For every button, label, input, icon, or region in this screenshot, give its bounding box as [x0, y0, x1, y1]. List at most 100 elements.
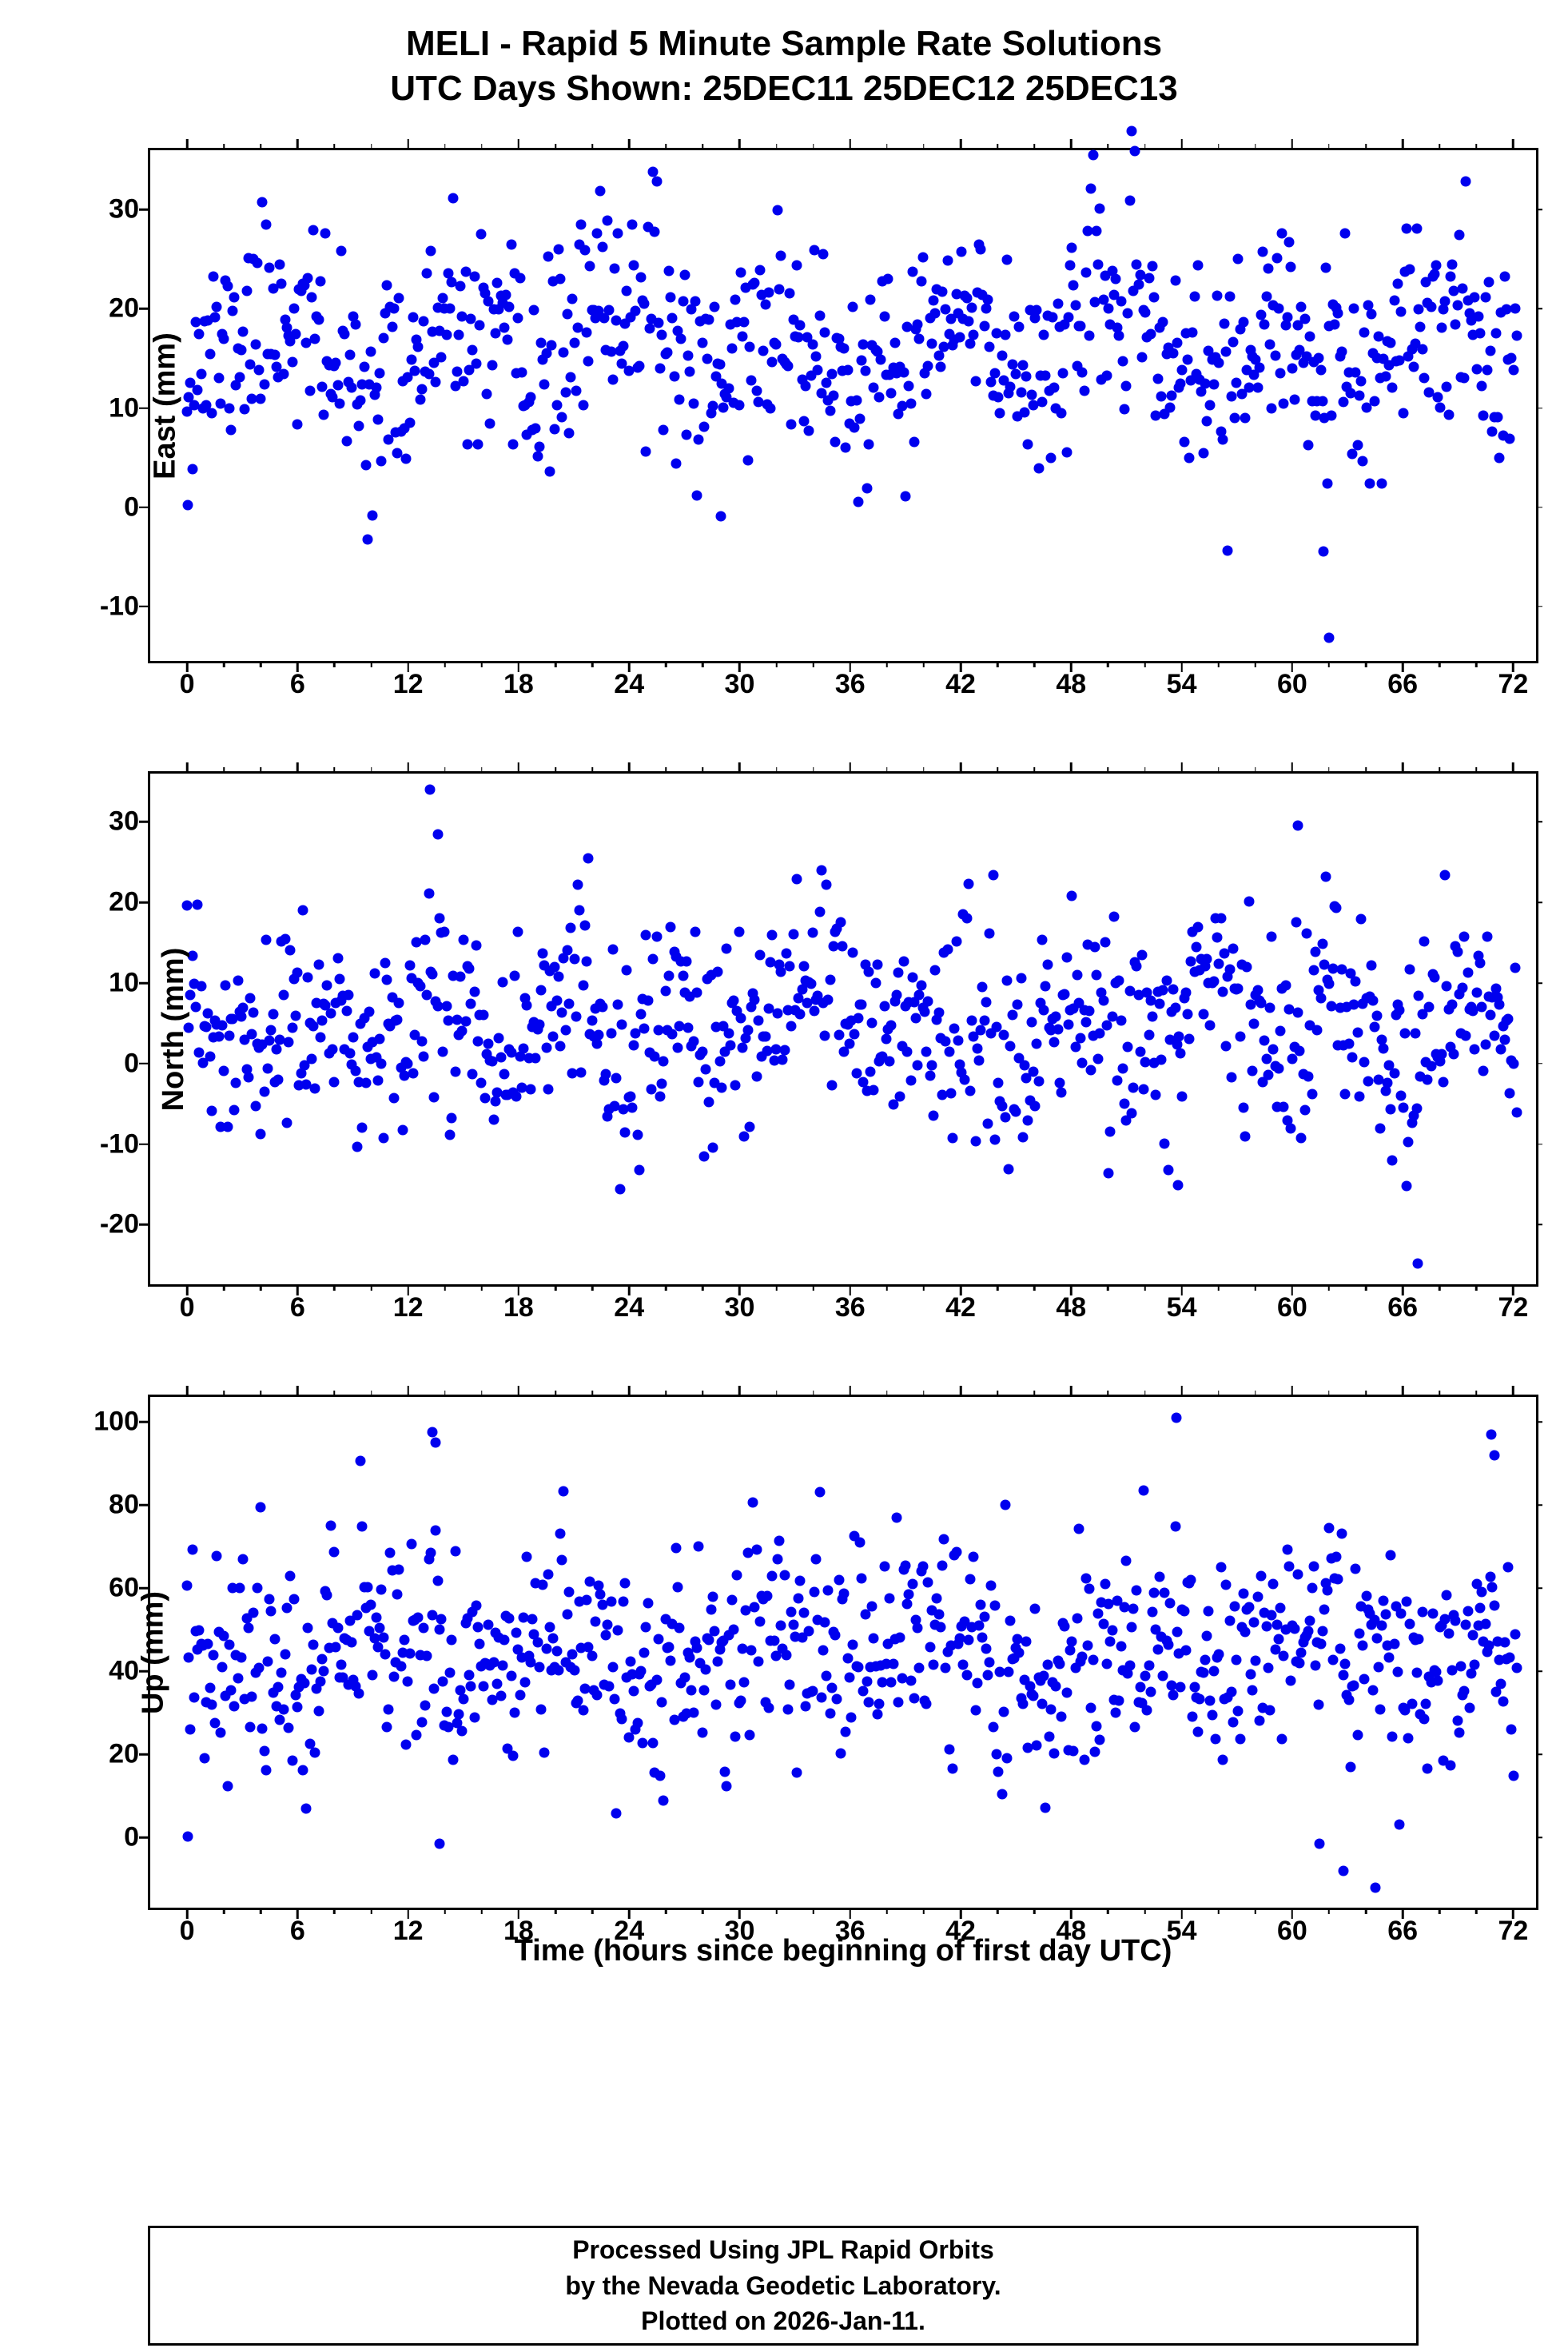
- data-point[interactable]: [1084, 1583, 1095, 1594]
- data-point[interactable]: [303, 973, 313, 983]
- data-point[interactable]: [1104, 1168, 1114, 1178]
- data-point[interactable]: [1168, 984, 1179, 994]
- data-point[interactable]: [666, 922, 676, 933]
- data-point[interactable]: [844, 1039, 854, 1049]
- data-point[interactable]: [228, 305, 238, 316]
- data-point[interactable]: [860, 365, 870, 376]
- data-point[interactable]: [694, 434, 704, 444]
- data-point[interactable]: [1216, 913, 1226, 923]
- data-point[interactable]: [1315, 993, 1326, 1003]
- data-point[interactable]: [1339, 397, 1349, 408]
- data-point[interactable]: [196, 981, 206, 991]
- data-point[interactable]: [1114, 975, 1124, 985]
- data-point[interactable]: [1343, 1695, 1354, 1705]
- data-point[interactable]: [1023, 1116, 1033, 1126]
- data-point[interactable]: [754, 265, 765, 276]
- data-point[interactable]: [1367, 308, 1377, 319]
- data-point[interactable]: [306, 1053, 316, 1064]
- data-point[interactable]: [257, 1723, 268, 1733]
- data-point[interactable]: [1014, 1648, 1025, 1658]
- data-point[interactable]: [388, 1671, 399, 1681]
- data-point[interactable]: [692, 1643, 702, 1654]
- data-point[interactable]: [1315, 1639, 1326, 1650]
- data-point[interactable]: [243, 1073, 253, 1083]
- data-point[interactable]: [885, 1056, 895, 1066]
- data-point[interactable]: [1208, 976, 1219, 986]
- data-point[interactable]: [1217, 986, 1228, 997]
- data-point[interactable]: [678, 971, 688, 981]
- data-point[interactable]: [1336, 1529, 1347, 1539]
- data-point[interactable]: [688, 1708, 698, 1718]
- data-point[interactable]: [368, 1669, 378, 1680]
- data-point[interactable]: [229, 1105, 240, 1116]
- data-point[interactable]: [453, 329, 464, 340]
- data-point[interactable]: [273, 1682, 284, 1693]
- data-point[interactable]: [900, 491, 910, 501]
- data-point[interactable]: [905, 398, 916, 408]
- data-point[interactable]: [1303, 1071, 1314, 1081]
- data-point[interactable]: [515, 1689, 525, 1700]
- data-point[interactable]: [1176, 379, 1186, 389]
- data-point[interactable]: [874, 1698, 885, 1709]
- data-point[interactable]: [1136, 949, 1147, 960]
- data-point[interactable]: [694, 1541, 704, 1551]
- data-point[interactable]: [1401, 224, 1411, 234]
- data-point[interactable]: [557, 1554, 567, 1565]
- data-point[interactable]: [1126, 1622, 1136, 1632]
- data-point[interactable]: [1412, 224, 1423, 234]
- data-point[interactable]: [788, 929, 798, 940]
- data-point[interactable]: [1299, 1105, 1310, 1116]
- data-point[interactable]: [643, 1598, 653, 1608]
- data-point[interactable]: [1028, 1691, 1038, 1701]
- data-point[interactable]: [206, 408, 217, 419]
- data-point[interactable]: [848, 1640, 858, 1650]
- data-point[interactable]: [998, 1029, 1009, 1040]
- data-point[interactable]: [869, 1084, 879, 1095]
- data-point[interactable]: [434, 913, 444, 924]
- data-point[interactable]: [613, 1000, 623, 1010]
- data-point[interactable]: [1279, 399, 1289, 409]
- data-point[interactable]: [725, 1040, 735, 1050]
- data-point[interactable]: [781, 1650, 791, 1661]
- data-point[interactable]: [1384, 1652, 1395, 1662]
- data-point[interactable]: [434, 1839, 444, 1849]
- data-point[interactable]: [876, 355, 886, 365]
- data-point[interactable]: [961, 293, 972, 303]
- data-point[interactable]: [738, 1043, 748, 1053]
- data-point[interactable]: [785, 1680, 795, 1690]
- data-point[interactable]: [1091, 225, 1101, 236]
- data-point[interactable]: [1424, 1002, 1435, 1013]
- data-point[interactable]: [1431, 260, 1442, 270]
- data-point[interactable]: [1002, 975, 1013, 985]
- data-point[interactable]: [362, 1582, 372, 1592]
- data-point[interactable]: [1352, 1027, 1363, 1037]
- data-point[interactable]: [1405, 965, 1415, 975]
- data-point[interactable]: [1482, 932, 1492, 942]
- data-point[interactable]: [1100, 1578, 1110, 1589]
- data-point[interactable]: [1489, 1601, 1499, 1611]
- data-point[interactable]: [989, 1135, 1000, 1145]
- data-point[interactable]: [287, 1755, 297, 1765]
- data-point[interactable]: [1067, 890, 1077, 901]
- data-point[interactable]: [396, 1662, 406, 1672]
- data-point[interactable]: [1020, 408, 1030, 418]
- data-point[interactable]: [315, 1676, 325, 1686]
- data-point[interactable]: [734, 926, 744, 937]
- data-point[interactable]: [1358, 1640, 1368, 1650]
- data-point[interactable]: [1026, 1017, 1037, 1027]
- data-point[interactable]: [751, 1545, 762, 1555]
- data-point[interactable]: [538, 1579, 548, 1590]
- data-point[interactable]: [1251, 1656, 1261, 1666]
- data-point[interactable]: [341, 436, 352, 446]
- data-point[interactable]: [366, 1600, 376, 1610]
- data-point[interactable]: [356, 395, 366, 405]
- data-point[interactable]: [1312, 1025, 1323, 1035]
- data-point[interactable]: [1315, 364, 1326, 375]
- data-point[interactable]: [1430, 269, 1440, 280]
- data-point[interactable]: [313, 1706, 324, 1717]
- data-point[interactable]: [594, 1029, 604, 1040]
- data-point[interactable]: [357, 1122, 368, 1132]
- data-point[interactable]: [544, 466, 555, 476]
- data-point[interactable]: [1261, 1622, 1272, 1632]
- data-point[interactable]: [441, 1001, 452, 1011]
